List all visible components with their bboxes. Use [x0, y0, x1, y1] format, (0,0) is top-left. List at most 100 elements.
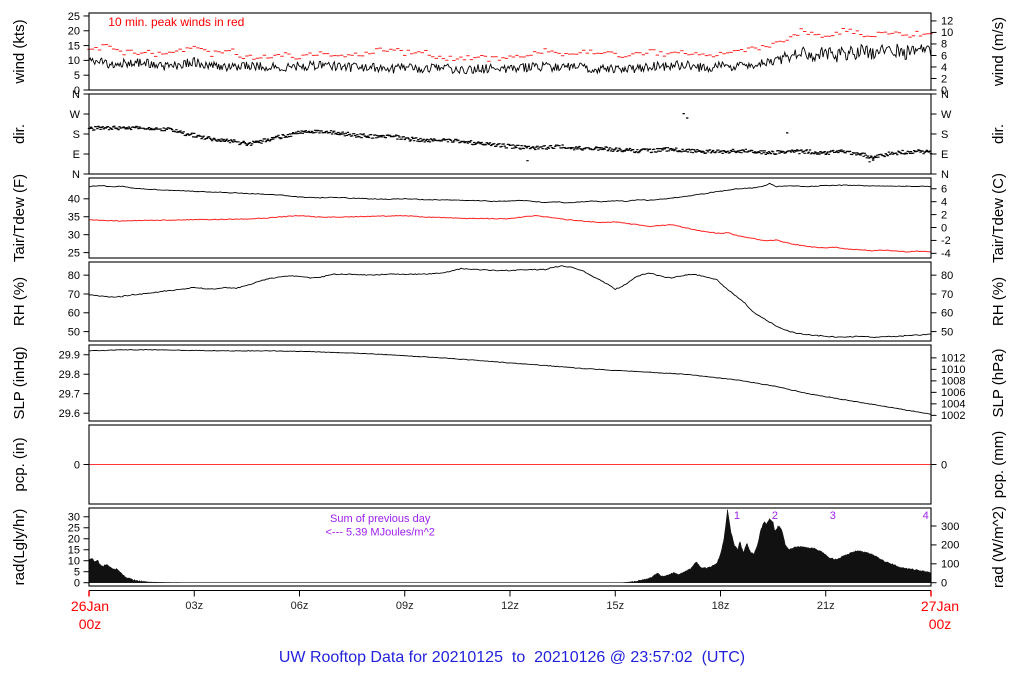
panel-rad-frame	[88, 507, 932, 587]
tick-label-left: 50	[68, 326, 80, 338]
axis-title-right: dir.	[990, 124, 1007, 144]
panel-dir-frame	[88, 93, 932, 175]
annotation: 4	[923, 510, 929, 522]
tick-label-right: N	[941, 89, 949, 101]
tick-label-left: 5	[74, 567, 80, 579]
tick-label-left: 40	[68, 194, 80, 206]
x-tick-label: 03z	[185, 600, 203, 612]
tick-label-left: 25	[68, 523, 80, 535]
axis-title-left: pcp. (in)	[11, 437, 28, 491]
x-tick-label: 18z	[712, 600, 730, 612]
tick-label-left: 70	[68, 289, 80, 301]
wind-direction	[87, 113, 933, 163]
axis-title-left: rad(Lgly/hr)	[11, 509, 28, 586]
axis-title-right: Tair/Tdew (C)	[990, 173, 1007, 263]
tick-label-right: 80	[941, 270, 953, 282]
tick-label-left: 10	[68, 55, 80, 67]
panel-temp-frame	[88, 177, 932, 259]
tick-label-left: 60	[68, 308, 80, 320]
tick-label-left: 5	[74, 70, 80, 82]
sea-level-pressure	[89, 349, 932, 415]
axis-title-left: Tair/Tdew (F)	[11, 174, 28, 262]
tick-label-left: 10	[68, 556, 80, 568]
tick-label-right: 100	[941, 559, 959, 571]
tick-label-right: 0	[941, 85, 947, 97]
tick-label-right: 0	[941, 222, 947, 234]
wind-peak	[87, 28, 933, 62]
tick-label-right: 1010	[941, 364, 965, 376]
annotation: 3	[830, 510, 836, 522]
tick-label-left: N	[72, 169, 80, 181]
tick-label-right: 300	[941, 521, 959, 533]
annotation: 2	[772, 510, 778, 522]
tick-label-left: 80	[68, 270, 80, 282]
tick-label-left: W	[70, 109, 81, 121]
panel-slp: 29.9 29.8 29.7 29.6 101210101008100610041002…	[11, 344, 1007, 422]
tick-label-left: 15	[68, 40, 80, 52]
panel-rh-frame	[88, 261, 932, 342]
tick-label-left: 29.8	[59, 369, 80, 381]
tick-label-right: S	[941, 129, 948, 141]
panel-slp-frame	[88, 344, 932, 422]
tdew	[88, 214, 932, 253]
wind-sustained	[88, 43, 932, 75]
x-tick-label: 12z	[501, 600, 519, 612]
axis-title-right: rad (W/m^2)	[990, 506, 1007, 588]
tair	[88, 182, 932, 204]
tick-label-right: 1008	[941, 376, 965, 388]
chart-title: UW Rooftop Data for 20210125 to 20210126…	[278, 649, 746, 666]
tick-label-left: 0	[74, 578, 80, 590]
tick-label-left: 29.9	[59, 350, 80, 362]
tick-label-right: 1006	[941, 387, 965, 399]
tick-label-right: 1012	[941, 353, 965, 365]
tick-label-right: 6	[941, 184, 947, 196]
tick-label-right: 12	[941, 16, 953, 28]
tick-label-left: 0	[74, 85, 80, 97]
panel-pcp: 0 0 pcp. (in) pcp. (mm)	[11, 424, 1007, 505]
panel-wind-frame	[88, 12, 932, 91]
tick-label-left: 25	[68, 11, 80, 23]
tick-label-left: 20	[68, 26, 80, 38]
x-tick-label: 15z	[606, 600, 624, 612]
axis-title-right: RH (%)	[990, 277, 1007, 326]
annotation: Sum of previous day	[330, 513, 431, 525]
tick-label-left: 35	[68, 212, 80, 224]
axis-title-right: SLP (hPa)	[990, 349, 1007, 418]
tick-label-left: 30	[68, 512, 80, 524]
annotation: <--- 5.39 MJoules/m^2	[325, 526, 434, 538]
tick-label-right: 0	[941, 578, 947, 590]
tick-label-left: N	[72, 89, 80, 101]
tick-label-left: 0	[74, 459, 80, 471]
tick-label-left: 30	[68, 229, 80, 241]
tick-label-right: 6	[941, 50, 947, 62]
x-start-hour: 00z	[79, 616, 102, 632]
tick-label-right: 2	[941, 73, 947, 85]
tick-label-right: -2	[941, 235, 951, 247]
tick-label-right: -4	[941, 248, 951, 260]
axis-title-left: dir.	[11, 124, 28, 144]
tick-label-right: 4	[941, 62, 947, 74]
relative-humidity	[88, 265, 932, 338]
tick-label-left: E	[73, 149, 80, 161]
tick-label-right: 10	[941, 27, 953, 39]
tick-label-right: 0	[941, 459, 947, 471]
x-tick-label: 21z	[817, 600, 835, 612]
axis-title-left: RH (%)	[11, 277, 28, 326]
annotation: 1	[734, 510, 740, 522]
tick-label-right: E	[941, 149, 948, 161]
tick-label-right: 200	[941, 540, 959, 552]
solar-radiation	[88, 509, 932, 583]
tick-label-left: 29.6	[59, 408, 80, 420]
x-tick-label: 06z	[291, 600, 309, 612]
x-tick-label: 09z	[396, 600, 414, 612]
tick-label-right: 1002	[941, 410, 965, 422]
x-start-date: 26Jan	[71, 598, 109, 614]
panel-rh: 50 60 70 80 50 60 70 80 RH (%) RH (%)	[11, 261, 1007, 342]
x-end-hour: 00z	[929, 616, 952, 632]
